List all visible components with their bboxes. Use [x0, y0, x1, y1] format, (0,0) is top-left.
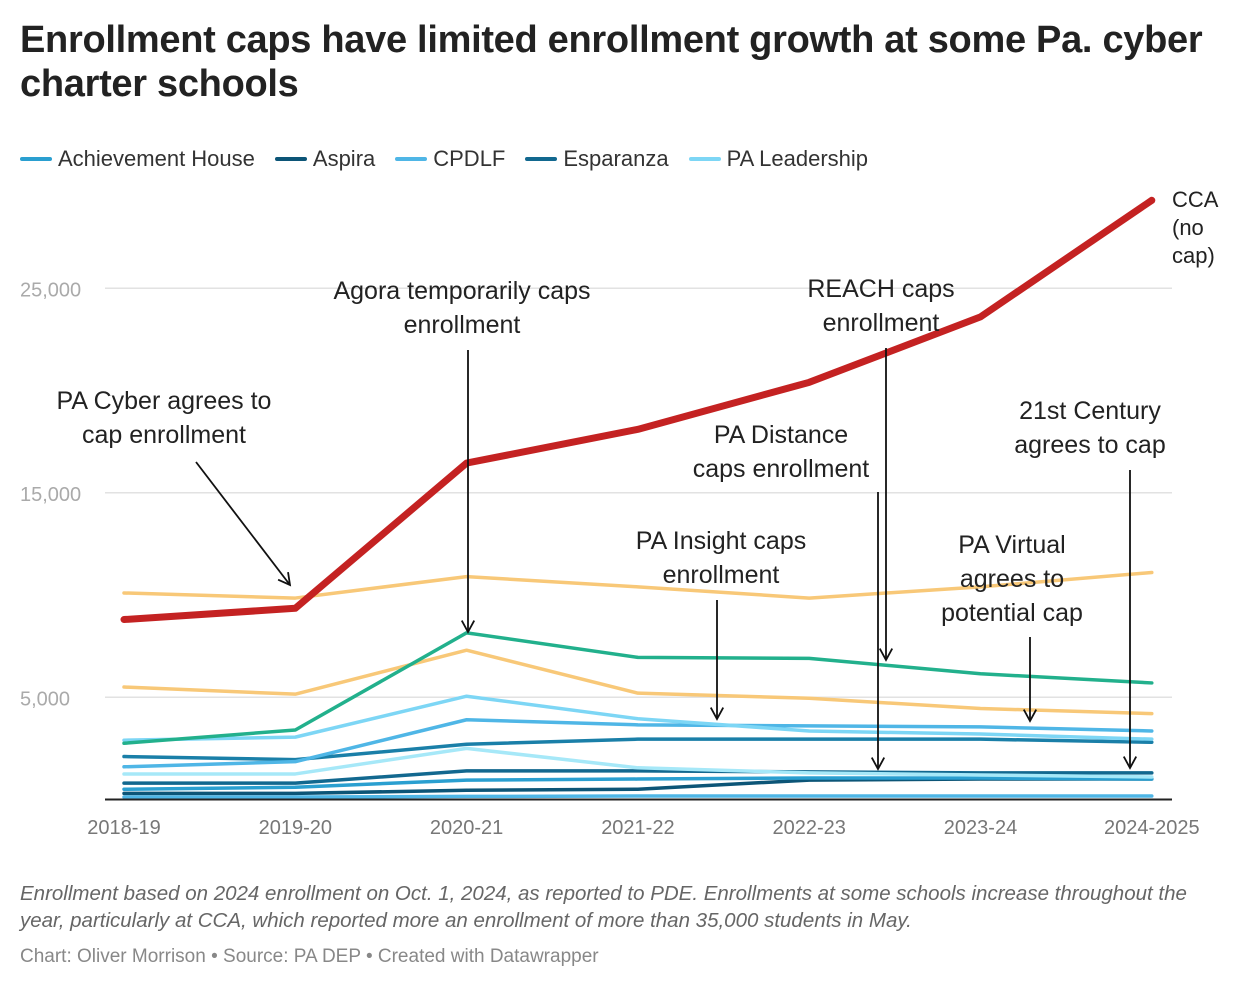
annotation-text: PA Insight caps [636, 527, 806, 555]
series-line [122, 648, 1154, 716]
arrowhead-icon [1122, 756, 1138, 770]
annotation-text: enrollment [404, 311, 521, 339]
annotation-arrow [195, 461, 291, 586]
legend-item: Aspira [274, 146, 376, 172]
legend-label: CPDLF [433, 146, 506, 171]
legend-label: PA Leadership [726, 146, 869, 171]
y-tick-label: 15,000 [20, 484, 81, 506]
legend-label: Esparanza [563, 146, 669, 171]
annotation-text: cap enrollment [82, 421, 246, 449]
chart-notes: Enrollment based on 2024 enrollment on O… [20, 882, 1187, 932]
x-tick-label: 2020-21 [430, 817, 503, 839]
x-tick-label: 2024-2025 [1104, 817, 1200, 839]
legend-item: CPDLF [395, 146, 505, 172]
series-label-cca: cap) [1172, 243, 1215, 268]
series-line [122, 794, 1154, 799]
series-label-cca: (no [1172, 215, 1204, 240]
legend: Achievement House Aspira CPDLF Esparanza… [20, 146, 868, 172]
y-tick-label: 25,000 [20, 279, 81, 301]
series-line [122, 694, 1154, 742]
legend-item: Achievement House [20, 146, 255, 172]
legend-swatch [274, 157, 307, 161]
annotation-text: REACH caps [807, 275, 954, 303]
legend-swatch [688, 157, 721, 161]
annotation-text: enrollment [823, 309, 940, 337]
legend-swatch [525, 157, 558, 161]
legend-swatch [20, 157, 52, 161]
annotation-text: agrees to [960, 565, 1064, 593]
annotation-text: agrees to cap [1014, 431, 1166, 459]
arrowhead-icon [460, 620, 476, 634]
annotation-text: 21st Century [1019, 397, 1161, 425]
annotation-text: PA Cyber agrees to [57, 387, 272, 415]
arrowhead-icon [1022, 709, 1038, 723]
legend-label: Aspira [312, 146, 376, 171]
x-tick-label: 2019-20 [259, 817, 332, 839]
legend-label: Achievement House [58, 146, 255, 171]
x-tick-label: 2021-22 [601, 817, 674, 839]
annotation-text: PA Distance [714, 421, 848, 449]
series-line [122, 737, 1154, 762]
x-tick-label: 2018-19 [87, 817, 160, 839]
arrowhead-icon [870, 757, 886, 771]
series-label-cca: CCA [1172, 187, 1219, 212]
annotation-text: enrollment [663, 561, 780, 589]
line-chart: 5,000 15,000 25,000 2018-19 2019-20 2020-21 20… [20, 187, 1219, 839]
legend-item: PA Leadership [688, 146, 869, 172]
annotation-text: Agora temporarily caps [333, 277, 590, 305]
y-tick-label: 5,000 [20, 688, 70, 710]
chart-byline: Chart: Oliver Morrison • Source: PA DEP … [20, 946, 599, 967]
arrowhead-icon [878, 648, 894, 662]
legend-swatch [395, 157, 428, 161]
chart-title: Enrollment caps have limited enrollment … [20, 19, 1203, 105]
arrowhead-icon [277, 572, 292, 587]
legend-item: Esparanza [525, 146, 669, 172]
annotation-text: caps enrollment [693, 455, 870, 483]
arrowhead-icon [709, 707, 725, 721]
x-tick-label: 2023-24 [944, 817, 1017, 839]
annotation-text: potential cap [941, 599, 1083, 627]
x-tick-label: 2022-23 [772, 817, 845, 839]
annotation-text: PA Virtual [958, 531, 1065, 559]
